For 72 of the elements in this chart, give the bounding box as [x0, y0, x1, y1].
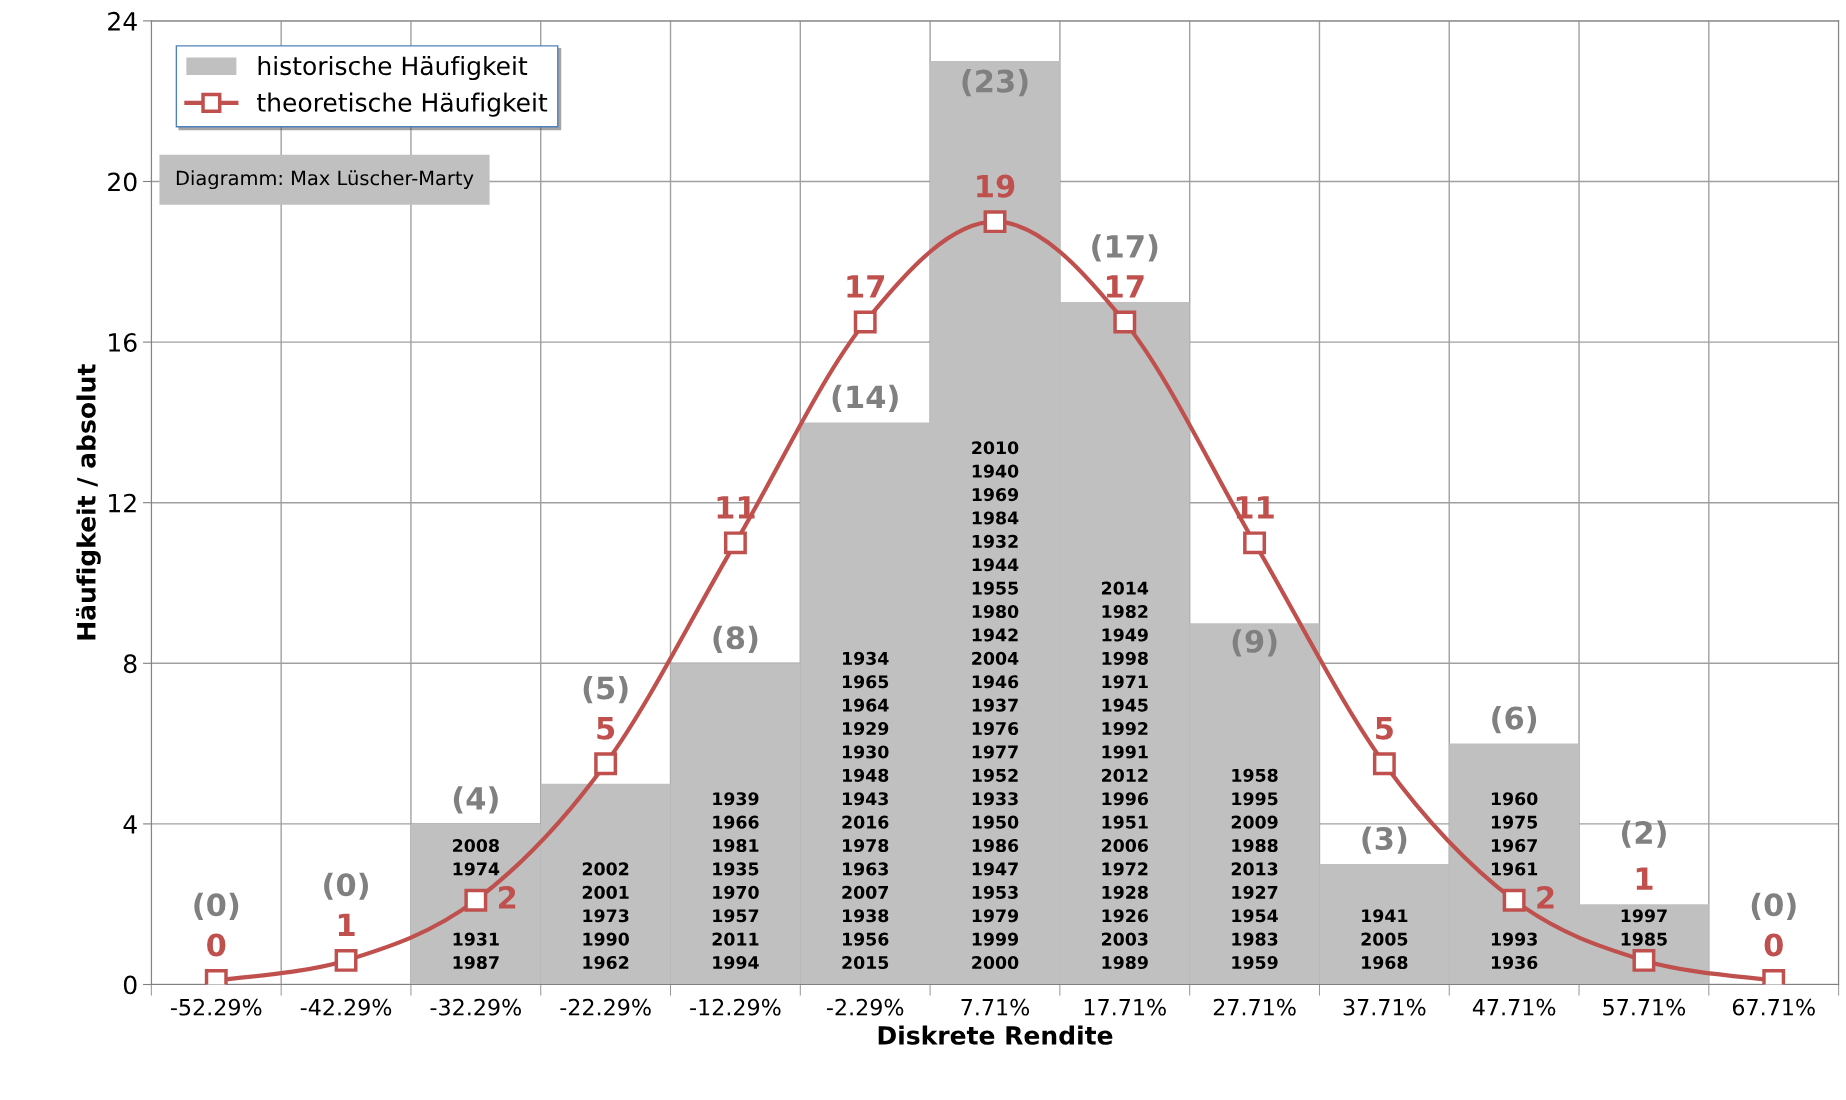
point — [723, 531, 747, 555]
y-tick-label: 12 — [109, 493, 136, 513]
annotation: 1997 1985 — [1621, 909, 1667, 946]
legend-label: theoretische Häufigkeit — [257, 92, 548, 117]
x-tick-label: -42.29% — [300, 998, 392, 1016]
x-tick-label: -32.29% — [430, 998, 521, 1016]
data-label: (9) — [1232, 629, 1277, 657]
data-label: 1 — [338, 913, 355, 936]
text: 2014 1982 1949 1998 1971 1945 1992 1991 2012 1996 1951 2006 1972 1928 1926 2003 1989 — [1102, 581, 1149, 970]
data-label: (2) — [1621, 820, 1666, 848]
y-axis-title: Häufigkeit / absolut — [76, 364, 101, 640]
point — [1632, 948, 1656, 972]
text: 2010 1940 1969 1984 1932 1944 1955 1980 1942 2004 1946 1937 1976 1977 1952 1933 1950 1986 1947 1953 1979 1999 2000 — [972, 441, 1019, 970]
x-axis-title: Diskrete Rendite — [878, 1025, 1113, 1045]
y-tick-label: 24 — [108, 11, 137, 31]
data-label: 5 — [1376, 716, 1393, 740]
y-tick-label: 0 — [123, 975, 137, 995]
x-tick-label: 37.71% — [1343, 998, 1426, 1016]
point — [983, 210, 1007, 234]
text: 1960 1975 1967 1961 1993 1936 — [1491, 792, 1538, 970]
x-tick-label: 17.71% — [1084, 998, 1166, 1016]
x-tick-label: -52.29% — [170, 998, 262, 1016]
point — [1372, 752, 1396, 776]
text: 1934 1965 1964 1929 1930 1948 1943 2016 1978 1963 2007 1938 1956 2015 — [842, 651, 889, 970]
annotation: 1941 2005 1968 — [1361, 909, 1408, 970]
point — [853, 310, 877, 334]
point — [594, 752, 618, 776]
data-label: (8) — [713, 625, 758, 653]
data-label: (17) — [1092, 234, 1158, 262]
annotation: 2002 2001 1973 1990 1962 — [582, 862, 629, 970]
point — [334, 948, 358, 972]
y-tick-label: 20 — [108, 172, 137, 192]
y-tick-label: 16 — [109, 333, 137, 352]
data-label: 1 — [1636, 867, 1653, 890]
data-label: (23) — [962, 69, 1028, 97]
data-label: 11 — [1236, 496, 1274, 519]
x-tick-label: 57.71% — [1603, 998, 1686, 1016]
x-tick-label: 67.71% — [1732, 998, 1815, 1016]
x-tick-label: 27.71% — [1213, 998, 1296, 1016]
data-label: 11 — [717, 496, 755, 519]
data-label: 17 — [847, 275, 885, 298]
data-label: (6) — [1492, 706, 1537, 734]
y-tick-label: 4 — [123, 815, 137, 834]
y-tick-label: 8 — [123, 654, 137, 674]
x-tick-label: 7.71% — [961, 998, 1030, 1016]
data-label: (0) — [324, 872, 369, 900]
annotation: Diagramm: Max Lüscher-Marty — [176, 170, 474, 190]
data-label: 5 — [597, 716, 615, 740]
point — [464, 888, 488, 912]
x-tick-label: -22.29% — [560, 998, 651, 1016]
x-tick-label: -12.29% — [690, 998, 781, 1016]
data-label: 0 — [207, 933, 226, 957]
data-label: (4) — [453, 786, 498, 814]
point — [1243, 531, 1267, 555]
data-label: (3) — [1362, 826, 1407, 854]
data-label: 19 — [977, 174, 1015, 198]
legend-label: historische Häufigkeit — [258, 55, 528, 81]
data-label: 2 — [1537, 885, 1554, 909]
text: 2008 1974 1931 1987 — [453, 838, 500, 970]
data-label: (0) — [1751, 892, 1796, 920]
point — [1113, 310, 1137, 334]
data-label: 2 — [499, 885, 516, 909]
data-label: (14) — [832, 384, 898, 413]
data-label: (5) — [583, 675, 628, 704]
x-tick-label: 47.71% — [1472, 998, 1556, 1016]
data-label: 0 — [1764, 933, 1783, 957]
data-label: 17 — [1106, 275, 1144, 298]
annotation: 1939 1966 1981 1935 1970 1957 2011 1994 — [712, 792, 759, 970]
text: 1958 1995 2009 1988 2013 1927 1954 1983 1959 — [1231, 768, 1278, 970]
point — [1502, 888, 1526, 912]
x-tick-label: -2.29% — [826, 998, 904, 1016]
data-label: (0) — [194, 892, 239, 920]
